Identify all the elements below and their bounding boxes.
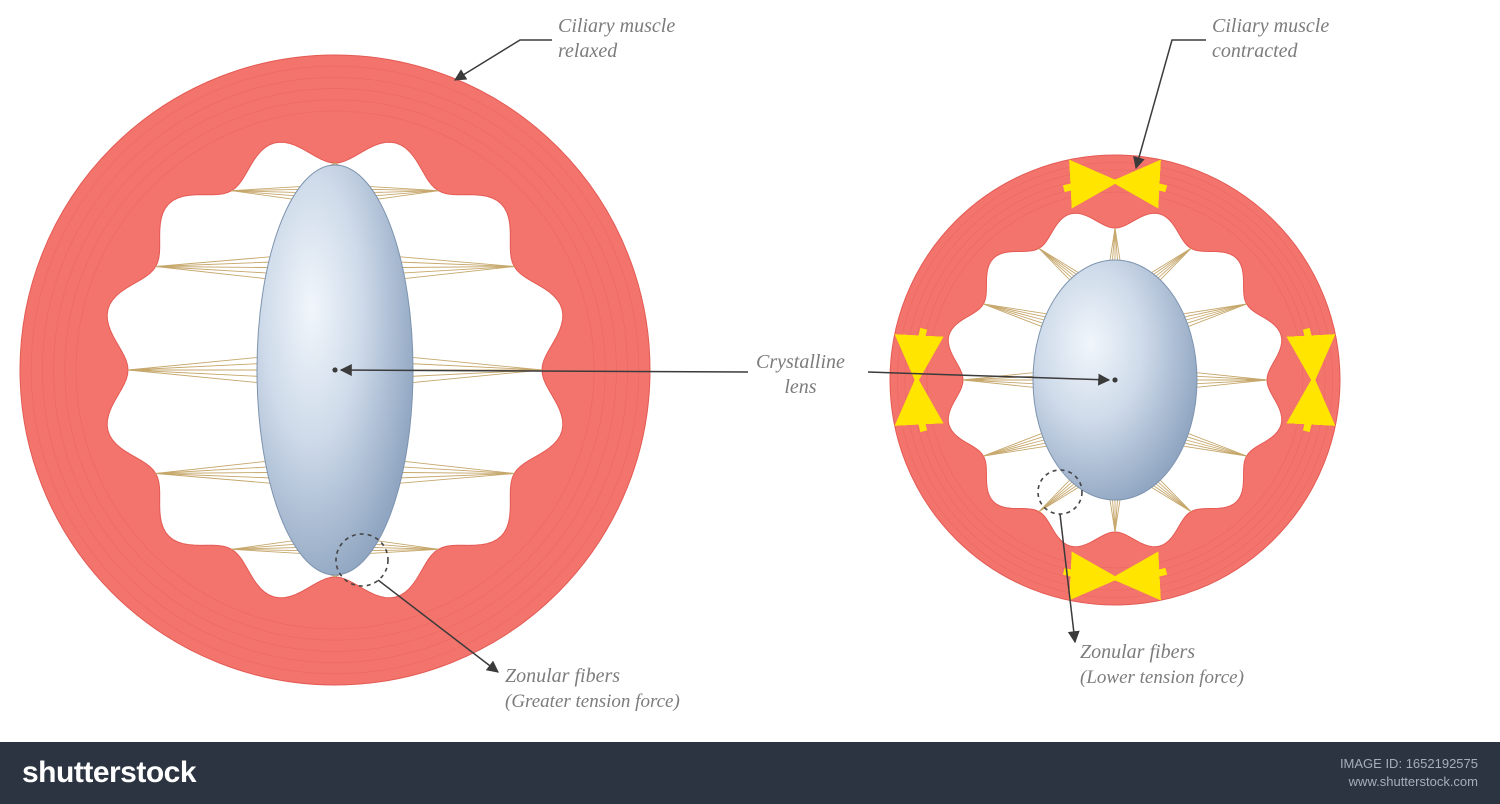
label-line: (Greater tension force) — [505, 691, 680, 712]
image-id-value: 1652192575 — [1406, 756, 1478, 771]
footer-meta: IMAGE ID: 1652192575 www.shutterstock.co… — [1340, 755, 1478, 791]
label-crystalline-lens: Crystalline lens — [756, 350, 845, 400]
footer-bar: shutterstock IMAGE ID: 1652192575 www.sh… — [0, 742, 1500, 804]
label-line: relaxed — [558, 40, 617, 62]
label-zonular-left: Zonular fibers (Greater tension force) — [505, 664, 680, 714]
label-line: Crystalline — [756, 351, 845, 373]
label-zonular-right: Zonular fibers (Lower tension force) — [1080, 640, 1244, 690]
eye-accommodation-svg — [0, 0, 1500, 742]
label-line: Zonular fibers — [1080, 641, 1195, 663]
image-id-label: IMAGE ID: — [1340, 756, 1402, 771]
label-ciliary-contracted: Ciliary muscle contracted — [1212, 14, 1329, 64]
label-line: Ciliary muscle — [1212, 15, 1329, 37]
label-line: (Lower tension force) — [1080, 667, 1244, 688]
footer-site: www.shutterstock.com — [1340, 773, 1478, 791]
shutterstock-logo: shutterstock — [22, 756, 196, 790]
label-ciliary-relaxed: Ciliary muscle relaxed — [558, 14, 675, 64]
label-line: Ciliary muscle — [558, 15, 675, 37]
label-line: lens — [784, 376, 816, 398]
diagram-area: Ciliary muscle relaxed Ciliary muscle co… — [0, 0, 1500, 742]
label-line: Zonular fibers — [505, 665, 620, 687]
label-line: contracted — [1212, 40, 1298, 62]
